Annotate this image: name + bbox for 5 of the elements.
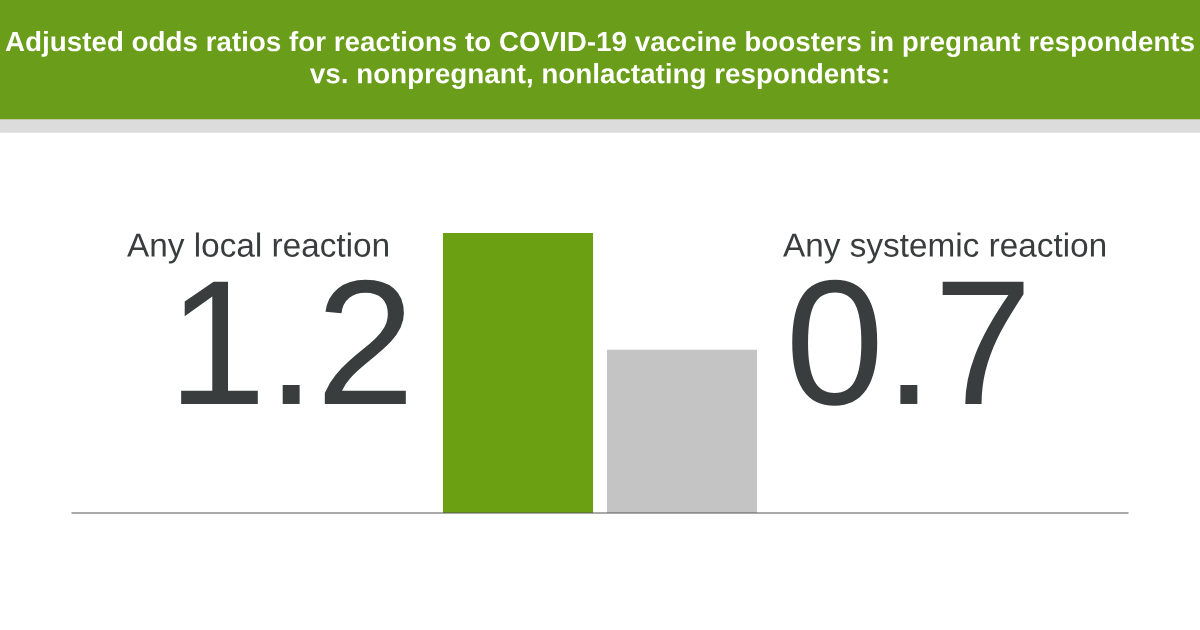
chart-title: Adjusted odds ratios for reactions to COVID-19 vaccine boosters in pregnant respondents vs. nonpregnant, nonlactating respondents: [5,30,1194,90]
data-label: 0.7 [792,279,1024,406]
data-label: 1.2 [181,279,406,404]
x-tick-label: Any systemic reaction [783,232,1106,264]
x-tick-label: Any local reaction [127,232,388,264]
